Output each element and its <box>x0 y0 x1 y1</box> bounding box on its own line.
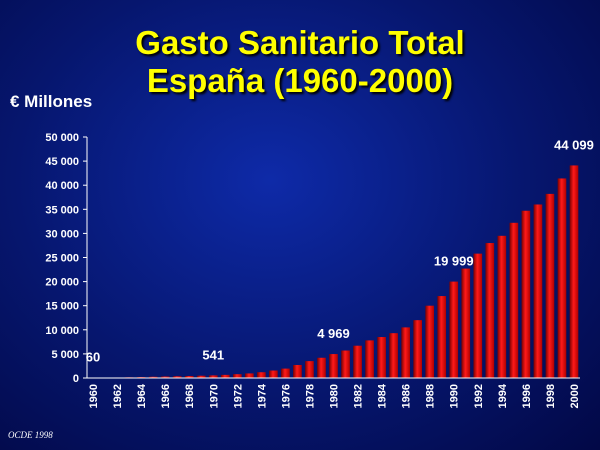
x-tick-label: 1988 <box>425 384 437 408</box>
bar-1992 <box>473 253 483 378</box>
axes-group: 50 000 45 000 40 000 35 000 30 000 25 000 20 0… <box>45 132 581 408</box>
bar-1989 <box>437 296 447 378</box>
bar-1987 <box>413 320 422 378</box>
bar-1970 <box>208 375 218 378</box>
bar-1978 <box>305 361 314 378</box>
x-tick-label: 1978 <box>304 384 316 408</box>
x-tick-label: 1992 <box>473 384 485 408</box>
y-tick-label: 20 000 <box>45 277 79 289</box>
bar-1998 <box>545 193 555 378</box>
bar-1982 <box>353 345 362 378</box>
bar-1968 <box>184 376 194 378</box>
y-tick-label: 35 000 <box>45 204 79 216</box>
bar-1988 <box>425 305 435 378</box>
x-tick-label: 1966 <box>160 384 172 408</box>
x-tick-label: 1976 <box>280 384 292 408</box>
y-tick-label: 25 000 <box>45 253 79 265</box>
bars-group <box>88 165 579 379</box>
bar-1976 <box>281 368 290 378</box>
bar-1994 <box>497 235 507 378</box>
bar-1974 <box>257 372 266 378</box>
bar-2000 <box>569 165 579 378</box>
y-tick-label: 0 <box>73 373 79 385</box>
data-label-1990: 19 999 <box>434 254 474 269</box>
y-axis-label: € Millones <box>10 92 93 111</box>
bar-1967 <box>172 376 182 378</box>
y-tick-label: 10 000 <box>45 325 79 337</box>
x-tick-label: 1994 <box>497 383 509 408</box>
bar-1980 <box>329 354 338 378</box>
x-tick-label: 1968 <box>184 384 196 408</box>
bar-1993 <box>485 243 495 378</box>
bar-1985 <box>389 333 398 378</box>
x-tick-label: 1974 <box>256 383 268 408</box>
bar-1966 <box>160 376 170 378</box>
bar-1969 <box>196 375 206 378</box>
x-tick-label: 1990 <box>449 384 461 408</box>
x-tick-label: 1964 <box>136 383 148 408</box>
bar-1986 <box>401 327 410 378</box>
bar-1990 <box>449 281 459 378</box>
bar-1972 <box>232 374 242 378</box>
y-tick-label: 50 000 <box>45 132 79 144</box>
chart-title: Gasto Sanitario Total <box>135 24 465 61</box>
x-tick-label: 1980 <box>329 384 341 408</box>
x-tick-label: 1984 <box>377 383 389 408</box>
y-tick-label: 15 000 <box>45 301 79 313</box>
bar-1997 <box>533 204 543 378</box>
x-tick-label: 1960 <box>88 384 100 408</box>
data-label-1980: 4 969 <box>317 326 350 341</box>
x-tick-label: 1970 <box>208 384 220 408</box>
bar-1965 <box>148 376 158 378</box>
x-tick-label: 2000 <box>569 384 581 408</box>
x-tick-label: 1996 <box>521 384 533 408</box>
x-tick-label: 1982 <box>353 384 365 408</box>
y-tick-label: 5 000 <box>51 349 79 361</box>
bar-1971 <box>220 374 230 378</box>
data-label-1960: 60 <box>86 350 100 365</box>
y-tick-label: 40 000 <box>45 180 79 192</box>
labels-group: 60 541 4 969 19 999 44 099 <box>86 137 594 364</box>
bar-1973 <box>245 373 254 378</box>
x-tick-label: 1962 <box>112 384 124 408</box>
bar-1975 <box>269 370 278 378</box>
bar-1996 <box>521 210 531 378</box>
bar-1979 <box>317 357 326 378</box>
data-label-2000: 44 099 <box>554 137 594 152</box>
bar-1984 <box>377 337 386 378</box>
bar-1983 <box>365 340 374 378</box>
bar-1995 <box>509 222 519 378</box>
source-note: OCDE 1998 <box>8 430 53 440</box>
bar-1981 <box>341 350 350 378</box>
bar-1991 <box>461 268 471 378</box>
data-label-1970: 541 <box>202 347 224 362</box>
y-tick-label: 30 000 <box>45 228 79 240</box>
x-tick-label: 1972 <box>232 384 244 408</box>
bar-1999 <box>557 178 567 378</box>
bar-1977 <box>293 364 302 378</box>
x-tick-label: 1998 <box>545 384 557 408</box>
chart-subtitle: España (1960-2000) <box>146 62 454 99</box>
y-tick-label: 45 000 <box>45 156 79 168</box>
x-tick-label: 1986 <box>401 384 413 408</box>
